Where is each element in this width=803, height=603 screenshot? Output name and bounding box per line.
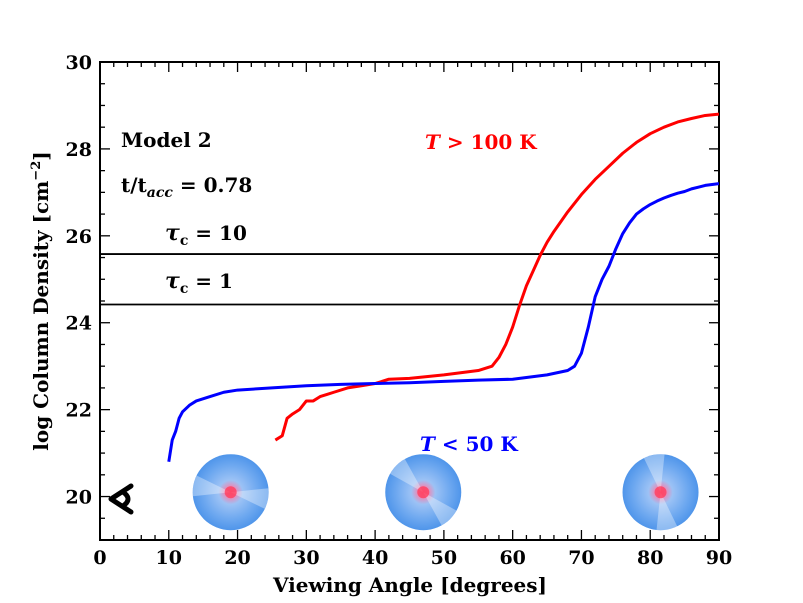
x-tick-label: 10 [156, 547, 182, 569]
axis-ticks [99, 61, 720, 541]
outflow-cone [230, 488, 269, 509]
disk-image-low-angle [192, 454, 269, 531]
outflow-cone [643, 454, 665, 493]
data-series [167, 112, 719, 463]
tau-10-label: τc = 10 [165, 220, 247, 249]
x-axis-title: Viewing Angle [degrees] [272, 573, 547, 597]
disk-core [654, 486, 667, 499]
series-hot-gas-line [274, 112, 719, 442]
x-tick-label: 70 [568, 547, 594, 569]
x-tick-label: 60 [499, 547, 525, 569]
x-tick-label: 80 [637, 547, 663, 569]
inset-disk-images [192, 454, 699, 531]
disk-image-high-angle [622, 454, 699, 531]
x-tick-label: 20 [224, 547, 250, 569]
outflow-cone [656, 492, 678, 531]
disk-core [224, 486, 237, 499]
y-tick-label: 22 [66, 400, 92, 422]
y-tick-label: 26 [66, 226, 92, 248]
reference-lines [100, 253, 719, 306]
disk-image-mid-angle [385, 454, 462, 531]
outflow-cone [423, 492, 457, 526]
y-axis-title: log Column Density [cm−2] [29, 151, 53, 450]
y-tick-label: 30 [66, 52, 92, 74]
outflow-cone [192, 475, 231, 497]
blue-series-legend: T < 50 K [420, 432, 518, 456]
y-tick-label: 20 [66, 487, 92, 509]
x-tick-label: 90 [706, 547, 732, 569]
tau-1-label: τc = 1 [165, 268, 233, 297]
x-tick-label: 0 [93, 547, 106, 569]
x-tick-label: 30 [293, 547, 319, 569]
y-tick-label: 28 [66, 139, 92, 161]
y-tick-label: 24 [66, 313, 92, 335]
disk-core [417, 486, 430, 499]
viewer-eye-icon [108, 483, 134, 515]
outflow-cone [390, 458, 424, 493]
red-series-legend: T > 100 K [425, 130, 537, 154]
x-tick-label: 40 [362, 547, 388, 569]
series-cold-gas-line [167, 182, 719, 463]
time-label: t/tacc = 0.78 [121, 173, 252, 201]
x-tick-label: 50 [431, 547, 457, 569]
model-label: Model 2 [121, 128, 212, 152]
tick-labels: 0 10 20 30 40 50 60 70 80 90 20 22 24 26 28 30 [66, 52, 733, 569]
